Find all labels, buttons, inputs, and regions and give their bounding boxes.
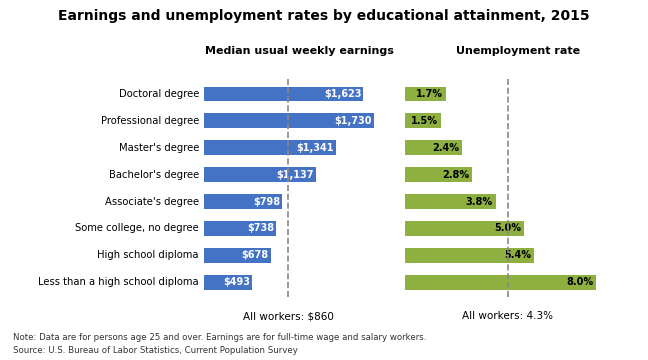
Bar <box>405 140 462 155</box>
Bar <box>204 140 336 155</box>
Bar <box>405 221 524 236</box>
Text: $1,623: $1,623 <box>324 89 362 99</box>
Text: 1.7%: 1.7% <box>416 89 443 99</box>
Text: All workers: $860: All workers: $860 <box>243 311 334 321</box>
Bar <box>204 275 253 289</box>
Text: $1,137: $1,137 <box>276 170 314 180</box>
Bar <box>405 167 472 182</box>
Bar <box>405 113 441 128</box>
Bar <box>405 248 534 263</box>
Text: 8.0%: 8.0% <box>566 277 593 287</box>
Text: Unemployment rate: Unemployment rate <box>456 46 581 56</box>
Text: 1.5%: 1.5% <box>411 116 438 126</box>
Text: 5.4%: 5.4% <box>504 250 531 260</box>
Text: Earnings and unemployment rates by educational attainment, 2015: Earnings and unemployment rates by educa… <box>58 9 590 23</box>
Bar <box>204 113 374 128</box>
Text: Note: Data are for persons age 25 and over. Earnings are for full-time wage and : Note: Data are for persons age 25 and ov… <box>13 333 426 342</box>
Text: Some college, no degree: Some college, no degree <box>75 224 199 233</box>
Bar <box>405 275 596 289</box>
Bar <box>405 194 496 209</box>
Text: Associate's degree: Associate's degree <box>105 197 199 207</box>
Text: High school diploma: High school diploma <box>97 250 199 260</box>
Text: $493: $493 <box>224 277 251 287</box>
Text: Doctoral degree: Doctoral degree <box>119 89 199 99</box>
Text: All workers: 4.3%: All workers: 4.3% <box>462 311 553 321</box>
Text: Bachelor's degree: Bachelor's degree <box>109 170 199 180</box>
Bar <box>204 167 316 182</box>
Text: Professional degree: Professional degree <box>100 116 199 126</box>
Text: 2.4%: 2.4% <box>432 143 459 153</box>
Bar <box>405 87 446 102</box>
Text: $798: $798 <box>253 197 281 207</box>
Bar <box>204 221 277 236</box>
Text: $1,341: $1,341 <box>296 143 334 153</box>
Text: $678: $678 <box>242 250 269 260</box>
Text: 2.8%: 2.8% <box>442 170 469 180</box>
Bar <box>204 194 283 209</box>
Text: $1,730: $1,730 <box>334 116 372 126</box>
Bar <box>204 248 271 263</box>
Text: Less than a high school diploma: Less than a high school diploma <box>38 277 199 287</box>
Text: Source: U.S. Bureau of Labor Statistics, Current Population Survey: Source: U.S. Bureau of Labor Statistics,… <box>13 346 298 355</box>
Text: 5.0%: 5.0% <box>494 224 522 233</box>
Bar <box>204 87 364 102</box>
Text: $738: $738 <box>248 224 275 233</box>
Text: Median usual weekly earnings: Median usual weekly earnings <box>205 46 394 56</box>
Text: 3.8%: 3.8% <box>466 197 493 207</box>
Text: Master's degree: Master's degree <box>119 143 199 153</box>
